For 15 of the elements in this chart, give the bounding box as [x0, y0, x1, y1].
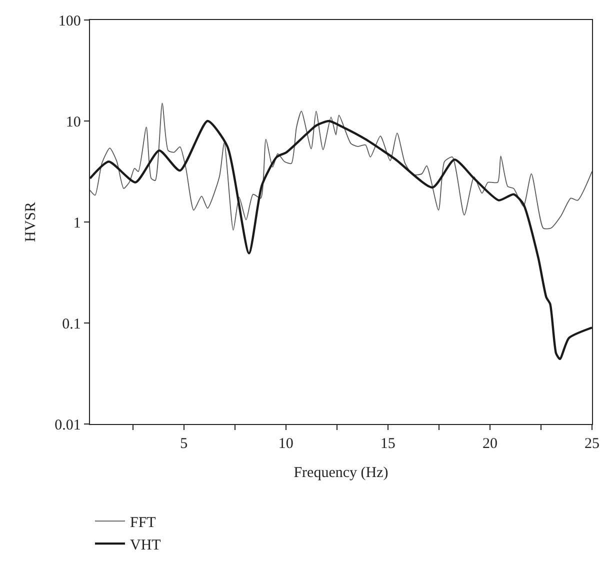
- y-tick-label: 0.1: [62, 316, 81, 332]
- x-axis-title: Frequency (Hz): [294, 465, 388, 482]
- x-tick-label: 20: [482, 436, 498, 452]
- y-tick-label: 1: [73, 215, 81, 232]
- x-tick-label: 5: [180, 436, 188, 452]
- x-tick-label: 25: [584, 436, 600, 452]
- x-tick-label: 10: [278, 436, 294, 452]
- x-tick-label: 15: [380, 436, 396, 452]
- line-series: [90, 102, 592, 231]
- y-tick-label: 100: [58, 13, 81, 30]
- y-tick-label: 10: [66, 114, 81, 130]
- y-axis-title: HVSR: [22, 202, 39, 242]
- legend-label: VHT: [130, 537, 161, 554]
- y-tick-label: 0.01: [54, 417, 81, 434]
- legend-label: FFT: [130, 514, 156, 531]
